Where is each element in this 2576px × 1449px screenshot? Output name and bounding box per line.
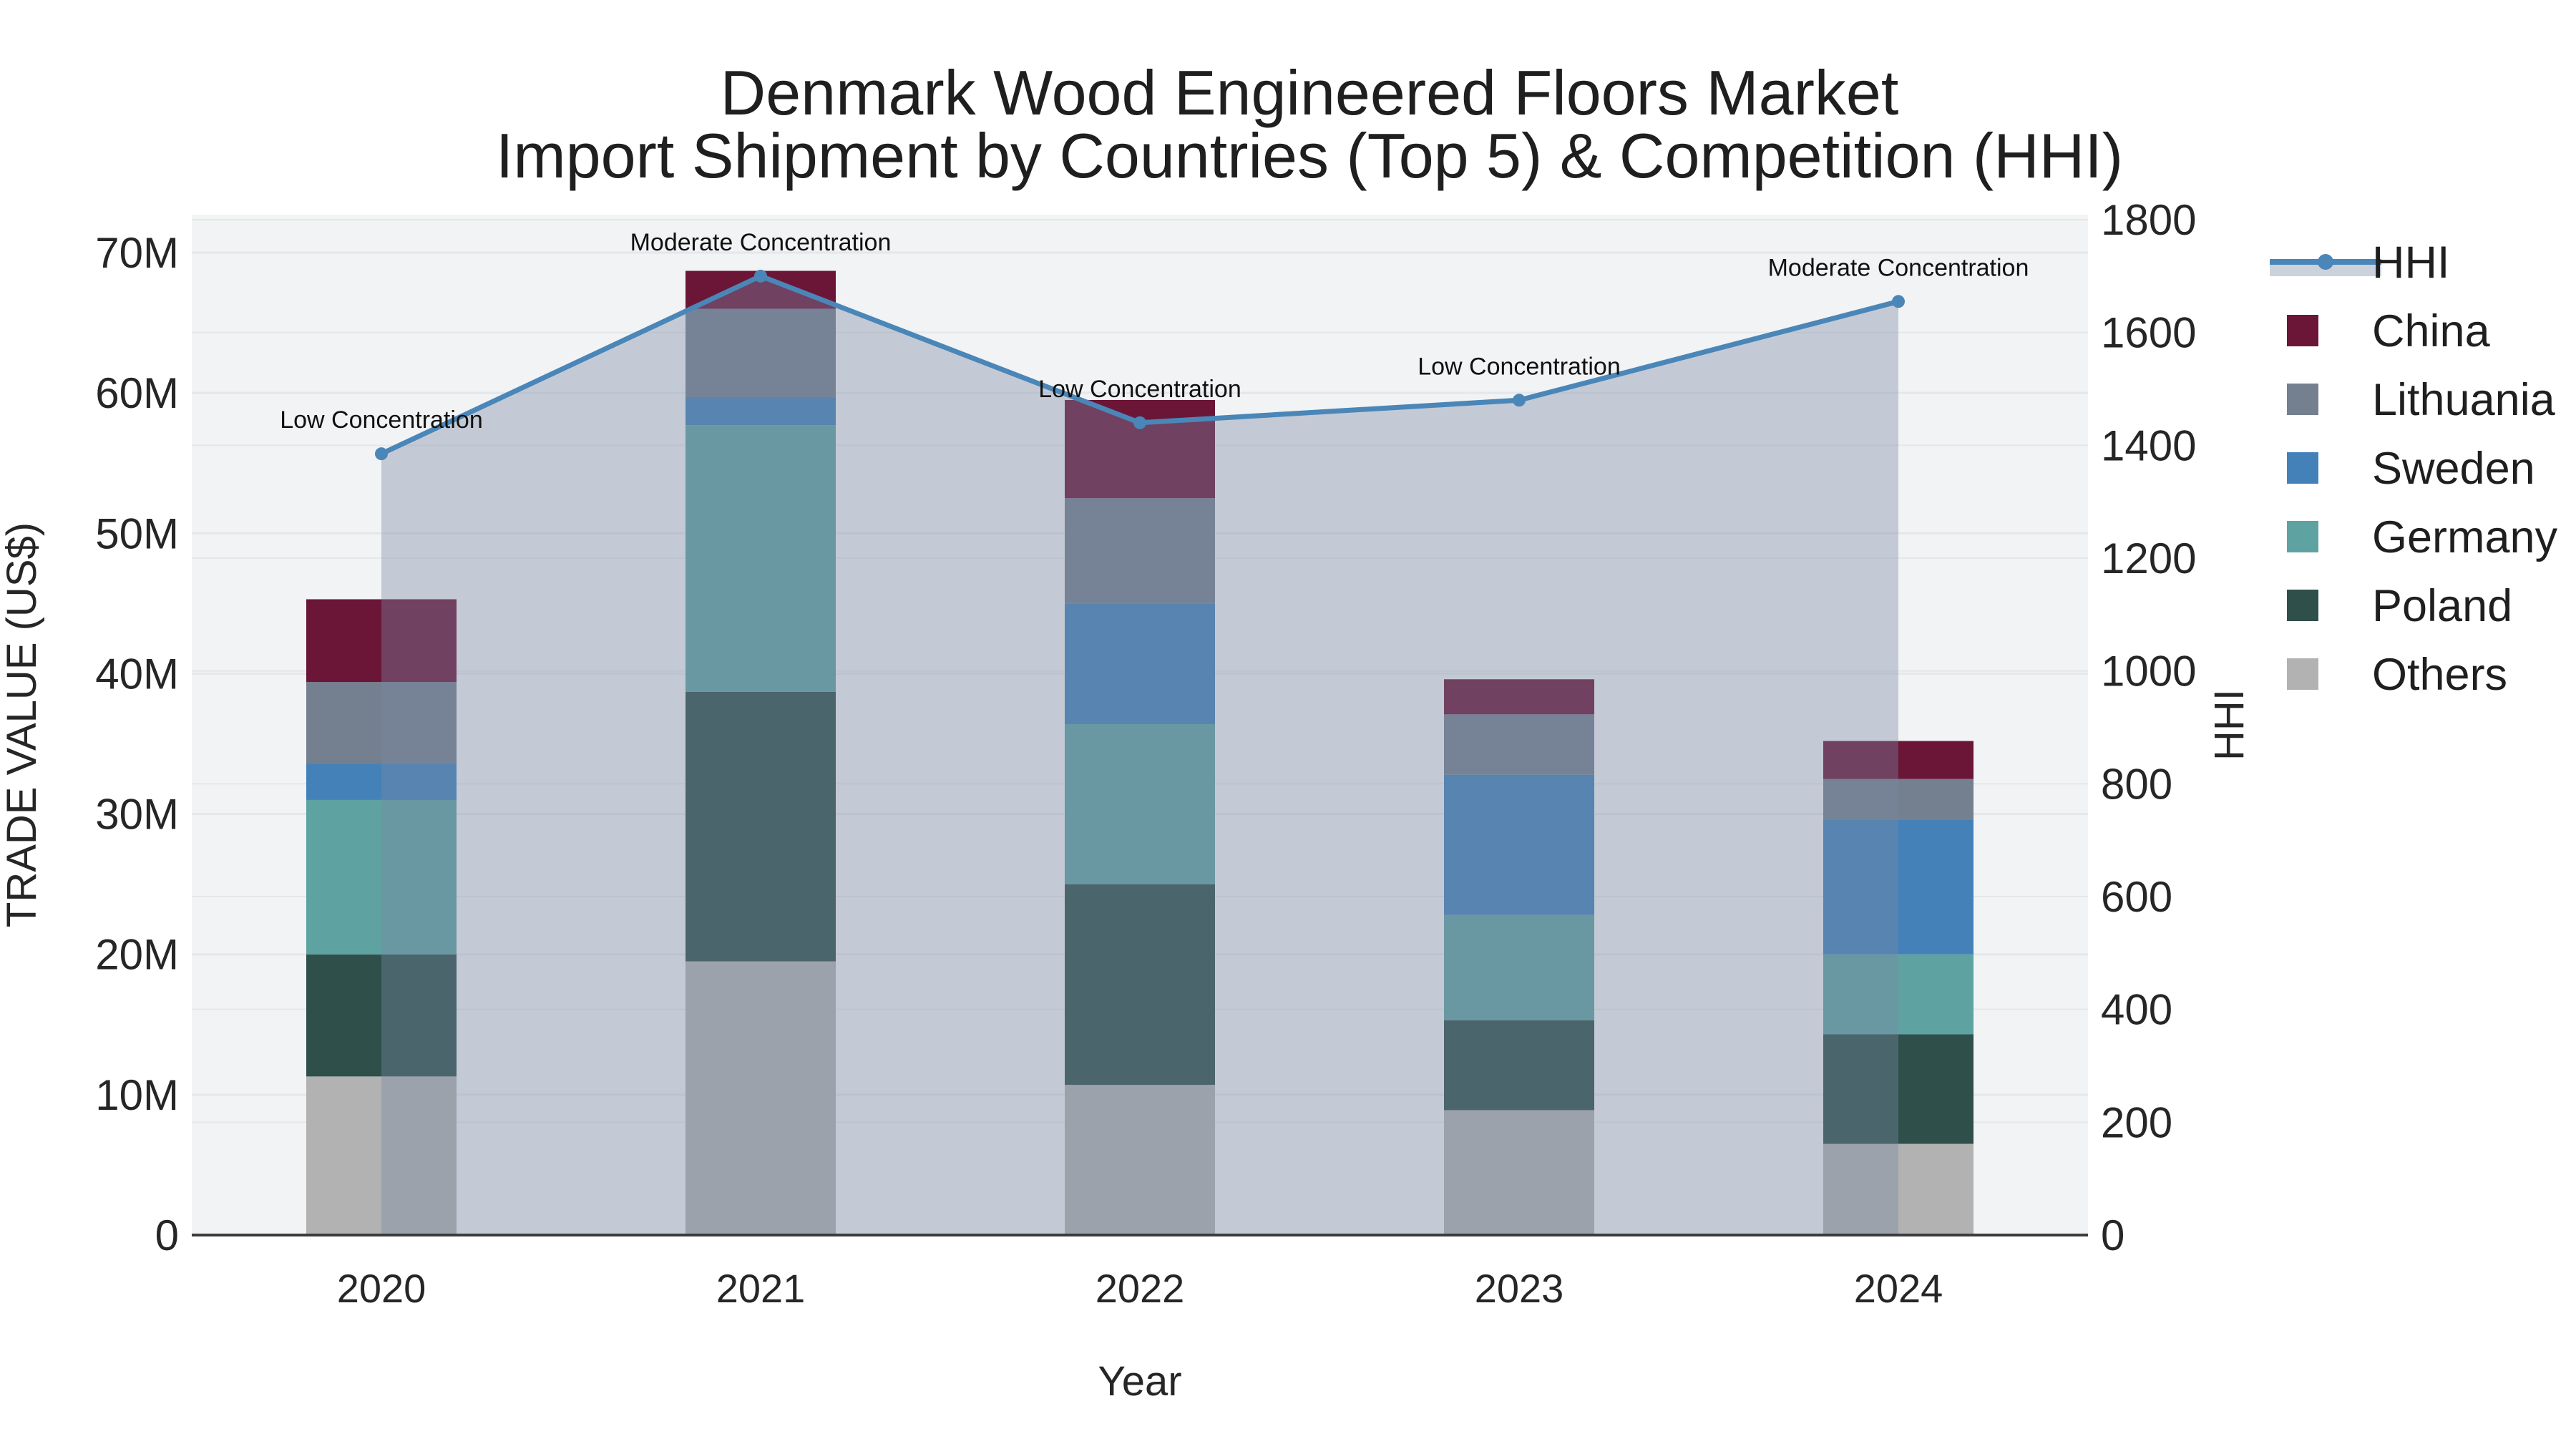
legend-label-china: China (2372, 306, 2491, 356)
legend-swatch-lithuania (2287, 384, 2318, 415)
hhi-marker-2021[interactable] (754, 269, 767, 283)
y-right-tick-1600: 1600 (2101, 309, 2196, 357)
bar-segment-2021-others[interactable] (686, 961, 836, 1235)
x-tick-2022: 2022 (1096, 1266, 1185, 1311)
y-left-tick-20M: 20M (95, 931, 179, 979)
bar-segment-2022-sweden[interactable] (1065, 603, 1215, 725)
bar-segment-2021-sweden[interactable] (686, 397, 836, 426)
y-axis-left-tick-labels: 0 10M 20M 30M 40M 50M 60M 70M (95, 229, 179, 1259)
y-left-tick-60M: 60M (95, 369, 179, 417)
bar-segment-2020-germany[interactable] (306, 799, 457, 955)
annotation-2023: Low Concentration (1418, 353, 1621, 380)
hhi-area-fill (381, 275, 1898, 1235)
legend-item-germany[interactable]: Germany (2287, 512, 2558, 562)
legend-item-others[interactable]: Others (2287, 650, 2507, 700)
y-left-tick-50M: 50M (95, 509, 179, 557)
y-axis-right-tick-labels: 0 200 400 600 800 1000 1200 1400 1600 1800 (2101, 196, 2196, 1259)
hhi-marker-2020[interactable] (375, 447, 388, 461)
bar-segment-2022-poland[interactable] (1065, 884, 1215, 1085)
x-tick-2020: 2020 (337, 1266, 426, 1311)
legend-label-germany: Germany (2372, 512, 2558, 562)
annotation-2020: Low Concentration (280, 406, 483, 434)
y-right-tick-800: 800 (2101, 760, 2172, 808)
y-left-tick-30M: 30M (95, 791, 179, 839)
y-left-tick-10M: 10M (95, 1071, 179, 1119)
hhi-marker-2024[interactable] (1892, 295, 1905, 308)
legend-item-lithuania[interactable]: Lithuania (2287, 375, 2556, 425)
hhi-marker-2023[interactable] (1513, 394, 1526, 407)
bar-segment-2021-poland[interactable] (686, 691, 836, 962)
bar-segment-2024-germany[interactable] (1823, 954, 1974, 1035)
bar-segment-2023-germany[interactable] (1444, 914, 1594, 1020)
bar-segment-2021-lithuania[interactable] (686, 308, 836, 398)
bar-segment-2023-lithuania[interactable] (1444, 714, 1594, 775)
stacked-bars (306, 270, 1974, 1235)
x-tick-2023: 2023 (1475, 1266, 1564, 1311)
bar-segment-2023-sweden[interactable] (1444, 774, 1594, 915)
bar-segment-2022-others[interactable] (1065, 1085, 1215, 1235)
y-right-tick-1800: 1800 (2101, 196, 2196, 244)
hhi-marker-2022[interactable] (1133, 416, 1146, 429)
y-right-tick-0: 0 (2101, 1211, 2124, 1259)
chart-title-line1: Denmark Wood Engineered Floors Market (721, 57, 1899, 128)
hhi-markers (375, 269, 1905, 461)
y-left-tick-70M: 70M (95, 229, 179, 277)
legend-item-china[interactable]: China (2287, 306, 2491, 356)
chart-title-line2: Import Shipment by Countries (Top 5) & C… (496, 120, 2123, 191)
legend-label-lithuania: Lithuania (2372, 375, 2556, 425)
legend-swatch-china (2287, 315, 2318, 346)
legend-label-poland: Poland (2372, 581, 2512, 631)
bar-segment-2021-germany[interactable] (686, 425, 836, 692)
y-left-tick-40M: 40M (95, 650, 179, 698)
bar-segment-2023-others[interactable] (1444, 1110, 1594, 1235)
y-axis-right-title: HHI (2206, 689, 2253, 761)
bar-segment-2023-china[interactable] (1444, 679, 1594, 715)
x-tick-2024: 2024 (1854, 1266, 1943, 1311)
bar-segment-2020-lithuania[interactable] (306, 682, 457, 763)
legend-label-hhi: HHI (2372, 238, 2450, 288)
bar-segment-2020-sweden[interactable] (306, 763, 457, 800)
bar-segment-2022-lithuania[interactable] (1065, 498, 1215, 604)
y-left-tick-0: 0 (155, 1211, 179, 1259)
legend-swatch-poland (2287, 590, 2318, 621)
annotation-2021: Moderate Concentration (630, 229, 892, 256)
bar-segment-2024-lithuania[interactable] (1823, 779, 1974, 820)
y-right-tick-1400: 1400 (2101, 421, 2196, 469)
x-axis-tick-labels: 2020 2021 2022 2023 2024 (337, 1266, 1943, 1311)
legend-hhi-marker-symbol (2318, 254, 2333, 270)
y-right-tick-400: 400 (2101, 986, 2172, 1034)
annotation-2022: Low Concentration (1038, 376, 1241, 403)
bar-segment-2023-poland[interactable] (1444, 1020, 1594, 1111)
y-axis-left-title: TRADE VALUE (US$) (0, 522, 45, 927)
legend: HHI China Lithuania Sweden Germany Poland Othe… (2270, 238, 2558, 700)
bar-segment-2022-germany[interactable] (1065, 724, 1215, 884)
y-right-tick-200: 200 (2101, 1098, 2172, 1146)
legend-item-poland[interactable]: Poland (2287, 581, 2512, 631)
bar-segment-2020-china[interactable] (306, 599, 457, 683)
legend-swatch-germany (2287, 521, 2318, 552)
bar-segment-2024-sweden[interactable] (1823, 819, 1974, 955)
y-right-tick-1000: 1000 (2101, 648, 2196, 696)
legend-swatch-others (2287, 658, 2318, 690)
bar-segment-2024-china[interactable] (1823, 741, 1974, 779)
bar-segment-2024-poland[interactable] (1823, 1034, 1974, 1144)
x-axis-title: Year (1098, 1358, 1181, 1405)
x-tick-2021: 2021 (716, 1266, 806, 1311)
annotation-2024: Moderate Concentration (1768, 254, 2029, 281)
bar-segment-2020-poland[interactable] (306, 954, 457, 1077)
bar-segment-2024-others[interactable] (1823, 1143, 1974, 1235)
y-right-tick-1200: 1200 (2101, 535, 2196, 582)
annotations: Low Concentration Moderate Concentration L… (280, 229, 2029, 434)
legend-item-hhi[interactable]: HHI (2270, 238, 2450, 288)
y-right-tick-600: 600 (2101, 873, 2172, 921)
legend-swatch-sweden (2287, 452, 2318, 484)
legend-label-sweden: Sweden (2372, 444, 2535, 494)
legend-item-sweden[interactable]: Sweden (2287, 444, 2535, 494)
legend-label-others: Others (2372, 650, 2507, 700)
bar-segment-2020-others[interactable] (306, 1076, 457, 1235)
